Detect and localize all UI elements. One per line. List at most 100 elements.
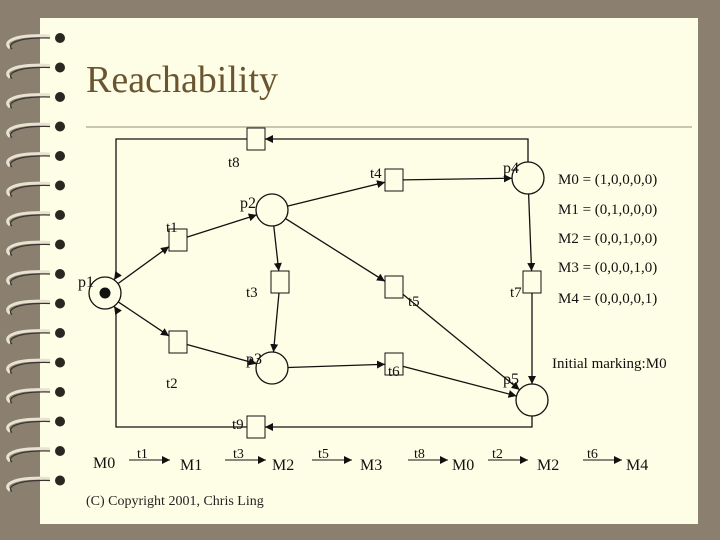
- token: [99, 287, 111, 299]
- binding-ring-shadow: [9, 96, 51, 109]
- marking-m2: M2 = (0,0,1,0,0): [558, 231, 657, 247]
- transition-label: t9: [232, 417, 244, 433]
- transition-t1: [168, 228, 188, 252]
- arc-t2-p3: [186, 343, 257, 366]
- arc-p4-t7: [527, 193, 536, 272]
- binding-ring-shadow: [9, 184, 51, 197]
- binding-hole: [55, 387, 65, 397]
- arc-p2-t4: [287, 180, 386, 207]
- arc-t6-p5: [402, 365, 517, 398]
- place-label: p4: [503, 160, 519, 177]
- sequence-marking: M2: [537, 457, 559, 474]
- arc-t9-p1: [113, 305, 247, 428]
- binding-hole: [55, 62, 65, 73]
- transition-label: t3: [246, 285, 258, 301]
- binding-hole: [55, 298, 65, 309]
- initial-marking-label: Initial marking:M0: [552, 356, 667, 372]
- sequence-marking: M3: [360, 457, 382, 474]
- sequence-marking: M4: [626, 457, 648, 474]
- binding-ring-shadow: [9, 37, 51, 50]
- sequence-transition: t2: [492, 447, 503, 462]
- arc-t5-p5: [402, 293, 521, 391]
- transition-t2: [168, 330, 188, 354]
- binding-ring-shadow: [9, 214, 51, 227]
- transition-label: t4: [370, 166, 382, 182]
- binding-hole: [55, 328, 65, 338]
- arc-p3-t6: [287, 360, 386, 369]
- binding-hole: [55, 475, 65, 486]
- transition-t3: [270, 270, 290, 294]
- binding-ring-shadow: [9, 450, 51, 463]
- binding-ring: [6, 181, 51, 197]
- sequence-marking: M1: [180, 457, 202, 474]
- arc-t1-p2: [186, 213, 257, 238]
- binding-hole: [55, 33, 65, 43]
- binding-ring: [6, 417, 51, 433]
- binding-ring: [6, 93, 51, 109]
- sequence-transition: t8: [414, 447, 425, 462]
- marking-list: M0 = (1,0,0,0,0) M1 = (0,1,0,0,0) M2 = (…: [558, 172, 657, 307]
- transition-t4: [384, 168, 404, 192]
- binding-ring-shadow: [9, 479, 51, 492]
- binding-hole: [55, 121, 65, 132]
- binding-ring: [6, 270, 51, 286]
- marking-m1: M1 = (0,1,0,0,0): [558, 202, 657, 218]
- binding-ring-shadow: [9, 243, 51, 256]
- sequence-transition: t6: [587, 447, 598, 462]
- arc-p2-t5: [285, 217, 386, 282]
- arc-p1-t2: [117, 301, 170, 337]
- transition-t7: [522, 270, 542, 294]
- arc-p1-t1: [117, 246, 170, 285]
- sequence-transition: t5: [318, 447, 329, 462]
- binding-hole: [55, 151, 65, 161]
- sequence-start-marking: M0: [93, 455, 115, 472]
- binding-ring: [6, 152, 51, 168]
- binding-ring: [6, 63, 51, 79]
- arcs: [113, 135, 536, 431]
- transition-label: t6: [388, 364, 400, 380]
- page-title: Reachability: [86, 59, 279, 101]
- place-label: p2: [240, 195, 256, 212]
- transition-label: t2: [166, 376, 178, 392]
- arc-p5-t9: [265, 416, 533, 431]
- transition-label: t1: [166, 220, 178, 236]
- binding-ring: [6, 240, 51, 256]
- marking-m0: M0 = (1,0,0,0,0): [558, 172, 657, 188]
- place-label: p5: [503, 371, 519, 388]
- transition-t6: [384, 352, 404, 376]
- binding-hole: [55, 92, 65, 102]
- binding-hole: [55, 446, 65, 456]
- binding-ring: [6, 388, 51, 404]
- transition-label: t7: [510, 285, 522, 301]
- binding-hole: [55, 210, 65, 220]
- firing-sequence: M0 t1 M1 t3 M2 t5 M3 t8 M0 t2 M2 t6 M4: [93, 447, 648, 474]
- nodes: p1 p2 p3 p4 p5 t1 t2 t3 t4 t5 t6 t7 t8 t9: [78, 127, 549, 439]
- place-p2: [255, 193, 289, 227]
- arc-t8-p1: [113, 138, 247, 281]
- binding-hole: [55, 357, 65, 368]
- copyright-notice: (C) Copyright 2001, Chris Ling: [86, 494, 264, 509]
- binding-ring: [6, 299, 51, 315]
- binding-ring-shadow: [9, 273, 51, 286]
- spiral-binding: [6, 33, 65, 492]
- transition-t9: [246, 415, 266, 439]
- binding-ring: [6, 476, 51, 492]
- binding-ring-shadow: [9, 302, 51, 315]
- binding-hole: [55, 416, 65, 427]
- binding-ring-shadow: [9, 361, 51, 374]
- arc-t4-p4: [402, 174, 513, 183]
- transition-label: t5: [408, 294, 420, 310]
- arc-p4-t8: [265, 135, 529, 162]
- binding-ring: [6, 358, 51, 374]
- place-label: p1: [78, 274, 94, 291]
- marking-m4: M4 = (0,0,0,0,1): [558, 291, 657, 307]
- transition-label: t8: [228, 155, 240, 171]
- sequence-marking: M0: [452, 457, 474, 474]
- binding-ring-shadow: [9, 155, 51, 168]
- arc-t3-p3: [270, 292, 280, 353]
- place-label: p3: [246, 351, 262, 368]
- binding-hole: [55, 180, 65, 191]
- transition-t5: [384, 275, 404, 299]
- binding-ring-shadow: [9, 332, 51, 345]
